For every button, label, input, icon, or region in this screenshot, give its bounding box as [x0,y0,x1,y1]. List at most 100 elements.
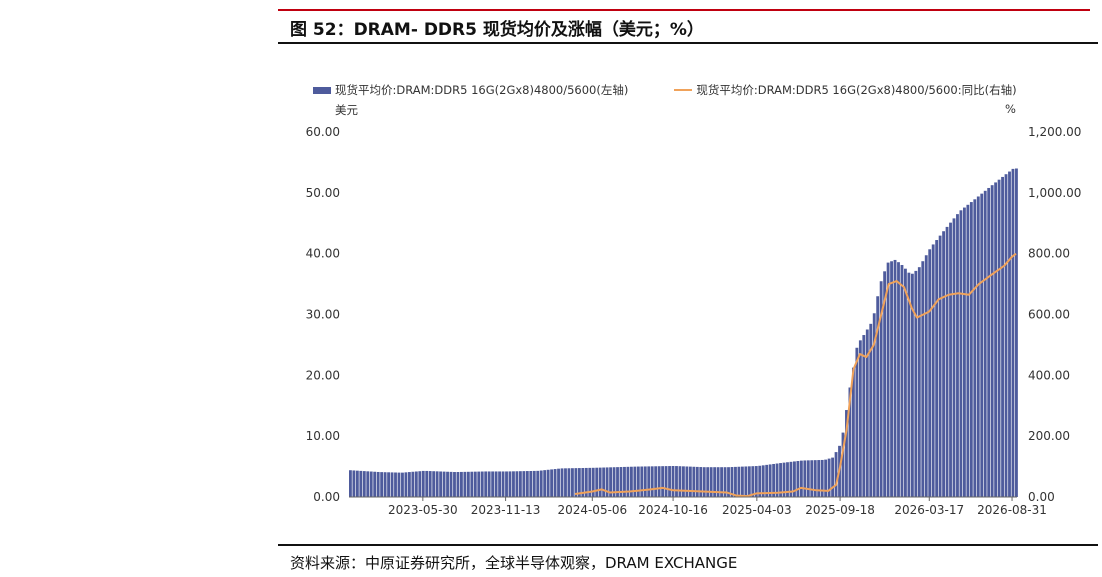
price-bar-37 [477,471,481,497]
price-bar-54 [536,470,540,497]
price-bar-108 [723,467,727,497]
price-bar-9 [380,472,384,497]
price-bar-52 [529,470,533,497]
price-bar-164 [917,267,921,497]
right-tick-label-4: 800.00 [1028,247,1070,261]
price-bar-78 [619,467,623,497]
price-bar-97 [685,466,689,497]
price-bar-179 [969,202,973,497]
price-bar-73 [602,467,606,497]
price-bar-127 [789,461,793,497]
figure-title: 图 52：DRAM- DDR5 现货均价及涨幅（美元；%） [290,20,704,40]
price-bar-63 [567,468,571,497]
price-bar-55 [539,470,543,497]
price-bar-99 [692,466,696,497]
legend-line-swatch [674,89,693,91]
price-bar-6 [369,471,373,497]
x-tick-label-7: 2026-08-31 [977,503,1047,517]
line-series-yoy [574,252,1017,498]
price-bar-140 [834,452,838,497]
price-bar-51 [525,471,529,497]
source-note: 资料来源：中原证券研究所，全球半导体观察，DRAM EXCHANGE [290,554,738,572]
price-bar-34 [466,471,470,497]
price-bar-163 [914,270,918,497]
price-bar-167 [928,249,932,497]
price-bar-68 [584,467,588,497]
price-bar-2 [355,470,359,497]
price-bar-0 [349,470,352,497]
price-bar-28 [446,471,449,497]
price-bar-153 [879,281,883,497]
price-bar-101 [699,467,703,497]
price-bar-41 [491,471,495,497]
price-bar-39 [484,471,488,497]
price-bar-128 [793,461,796,497]
right-tick-label-0: 0.00 [1028,490,1055,504]
price-bar-21 [421,470,425,497]
price-bar-157 [893,259,897,497]
price-bar-83 [636,466,640,497]
price-bar-106 [716,467,720,497]
price-bar-131 [803,460,807,497]
price-bar-35 [470,471,474,497]
legend-label-price: 现货平均价:DRAM:DDR5 16G(2Gx8)4800/5600(左轴) [335,83,629,97]
price-bar-12 [390,472,394,497]
price-bar-15 [401,472,404,497]
bar-series-price [349,168,1018,498]
price-bar-40 [487,471,491,497]
price-bar-88 [654,466,658,497]
price-bar-71 [595,467,599,497]
yoy-line [574,252,1017,498]
x-tick-label-4: 2025-04-03 [722,503,792,517]
price-bar-86 [647,466,651,497]
price-bar-81 [629,466,633,497]
price-bar-100 [695,466,699,497]
price-bar-173 [949,222,952,497]
price-bar-182 [980,193,984,497]
legend-item-price: 现货平均价:DRAM:DDR5 16G(2Gx8)4800/5600(左轴) [313,82,628,98]
title-underline [278,42,1098,44]
price-bar-148 [862,335,866,497]
price-bar-149 [865,329,869,497]
left-tick-label-4: 40.00 [306,247,340,261]
left-tick-label-0: 0.00 [313,490,340,504]
price-bar-91 [664,466,668,497]
price-bar-123 [775,463,779,497]
price-bar-139 [831,457,835,497]
price-bar-137 [824,459,828,497]
price-bar-13 [394,472,397,497]
price-bar-53 [532,470,536,497]
price-bar-26 [439,471,443,497]
price-bar-93 [671,466,675,497]
price-bar-20 [418,471,422,497]
price-bar-112 [737,466,741,497]
price-bar-31 [456,472,460,497]
legend-item-yoy: 现货平均价:DRAM:DDR5 16G(2Gx8)4800/5600:同比(右轴… [674,82,1017,98]
right-tick-label-2: 400.00 [1028,368,1070,382]
price-bar-22 [425,470,429,497]
price-bar-183 [983,190,987,497]
price-bar-186 [994,182,998,497]
price-bar-65 [574,468,578,497]
x-tick-label-3: 2024-10-16 [638,503,708,517]
price-bar-57 [546,469,550,497]
price-bar-174 [952,218,956,497]
price-bar-115 [747,466,751,497]
price-bar-150 [869,323,873,497]
top-accent-rule [278,9,1090,11]
price-bar-117 [754,466,758,497]
price-bar-172 [945,226,949,497]
price-bar-177 [962,207,966,498]
price-bar-58 [550,469,554,497]
chart-axes: 0.0010.0020.0030.0040.0050.0060.000.0020… [306,125,1082,517]
price-bar-24 [432,471,436,497]
price-bar-84 [640,466,644,497]
price-bar-125 [782,462,786,497]
price-bar-168 [931,244,935,497]
price-bar-138 [827,458,831,497]
price-bar-45 [505,471,508,497]
price-bar-98 [688,466,692,497]
price-bar-29 [449,471,453,497]
x-tick-label-6: 2026-03-17 [894,503,964,517]
price-bar-18 [411,471,415,497]
